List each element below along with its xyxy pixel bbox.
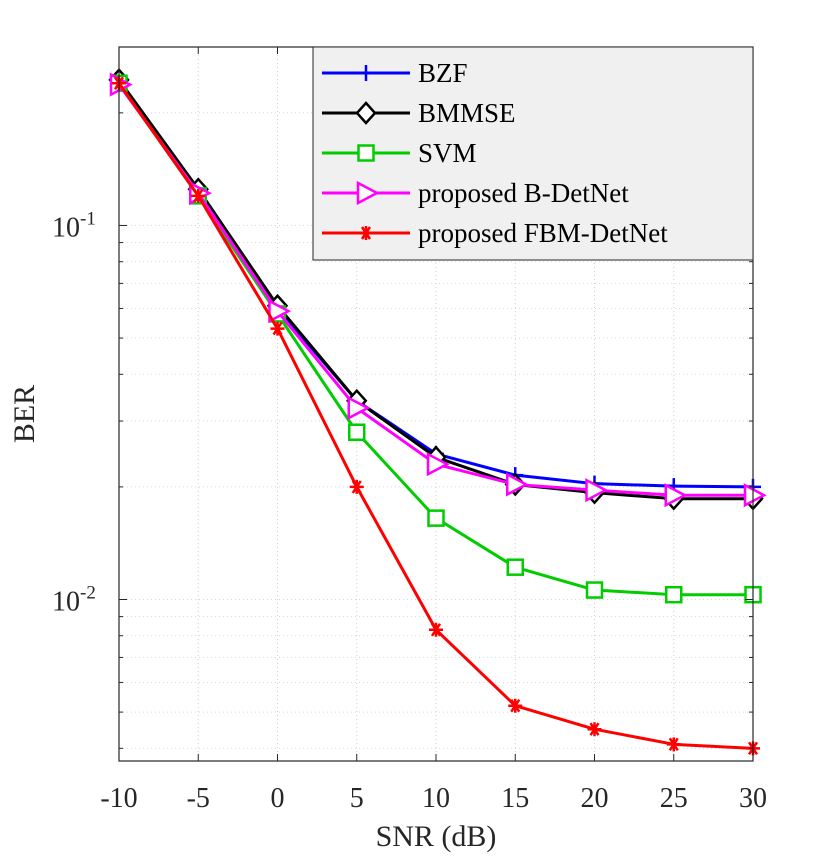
data-point-proposed-b-detnet	[585, 478, 609, 503]
legend-entry-bmmse: BMMSE	[322, 98, 516, 128]
legend-entry-svm: SVM	[322, 138, 477, 168]
x-tick-labels: -10 -5 0 5 10 15 20 25 30	[100, 783, 767, 814]
y-tick-label: 10-1	[52, 208, 96, 243]
legend-label: SVM	[418, 138, 477, 168]
legend-entry-proposed-b-detnet: proposed B-DetNet	[322, 178, 629, 208]
x-tick-label: 20	[581, 783, 609, 814]
legend-label: proposed FBM-DetNet	[418, 218, 668, 248]
x-tick-label: -10	[100, 783, 137, 814]
legend-label: proposed B-DetNet	[418, 178, 629, 208]
legend-label: BMMSE	[418, 98, 516, 128]
x-tick-label: -5	[187, 783, 210, 814]
legend-entry-bzf: BZF	[322, 58, 468, 88]
data-point-proposed-fbm-detnet	[270, 321, 285, 336]
data-point-svm	[665, 585, 683, 604]
legend-marker	[355, 101, 377, 125]
x-tick-label: 15	[501, 783, 529, 814]
y-axis-label: BER	[8, 385, 41, 443]
legend-marker	[356, 180, 380, 206]
data-point-proposed-fbm-detnet	[349, 479, 364, 494]
data-point-svm	[585, 581, 604, 599]
legend-marker	[358, 65, 374, 81]
data-point-proposed-b-detnet	[506, 472, 529, 497]
data-point-svm	[348, 423, 366, 441]
series-proposed-b-detnet	[109, 72, 767, 508]
legend-entry-proposed-fbm-detnet: proposed FBM-DetNet	[322, 218, 668, 248]
legend-marker	[357, 144, 375, 162]
data-point-svm	[427, 509, 445, 527]
data-point-proposed-b-detnet	[347, 395, 371, 421]
x-tick-label: 0	[271, 783, 285, 814]
x-tick-label: 30	[739, 783, 767, 814]
data-point-proposed-fbm-detnet	[191, 188, 206, 203]
y-tick-labels: 10-1 10-2	[52, 208, 96, 617]
data-point-proposed-b-detnet	[664, 483, 688, 508]
legend-label: BZF	[418, 58, 468, 88]
series-layer	[108, 68, 767, 756]
data-point-proposed-b-detnet	[426, 452, 450, 477]
x-tick-label: 25	[660, 783, 688, 814]
data-point-proposed-fbm-detnet	[508, 698, 523, 713]
x-tick-label: 5	[350, 783, 364, 814]
x-tick-label: 10	[422, 783, 450, 814]
data-point-proposed-b-detnet	[268, 299, 292, 324]
data-point-proposed-b-detnet	[743, 483, 767, 508]
data-point-svm	[506, 558, 524, 576]
data-point-proposed-fbm-detnet	[429, 622, 443, 637]
data-point-proposed-fbm-detnet	[587, 722, 602, 737]
data-point-proposed-fbm-detnet	[666, 737, 681, 752]
legend: BZF BMMSE SVM proposed B-DetNet proposed FBM…	[312, 46, 754, 261]
y-tick-label: 10-2	[52, 582, 96, 617]
x-axis-label: SNR (dB)	[376, 820, 497, 853]
legend-marker	[359, 226, 373, 240]
